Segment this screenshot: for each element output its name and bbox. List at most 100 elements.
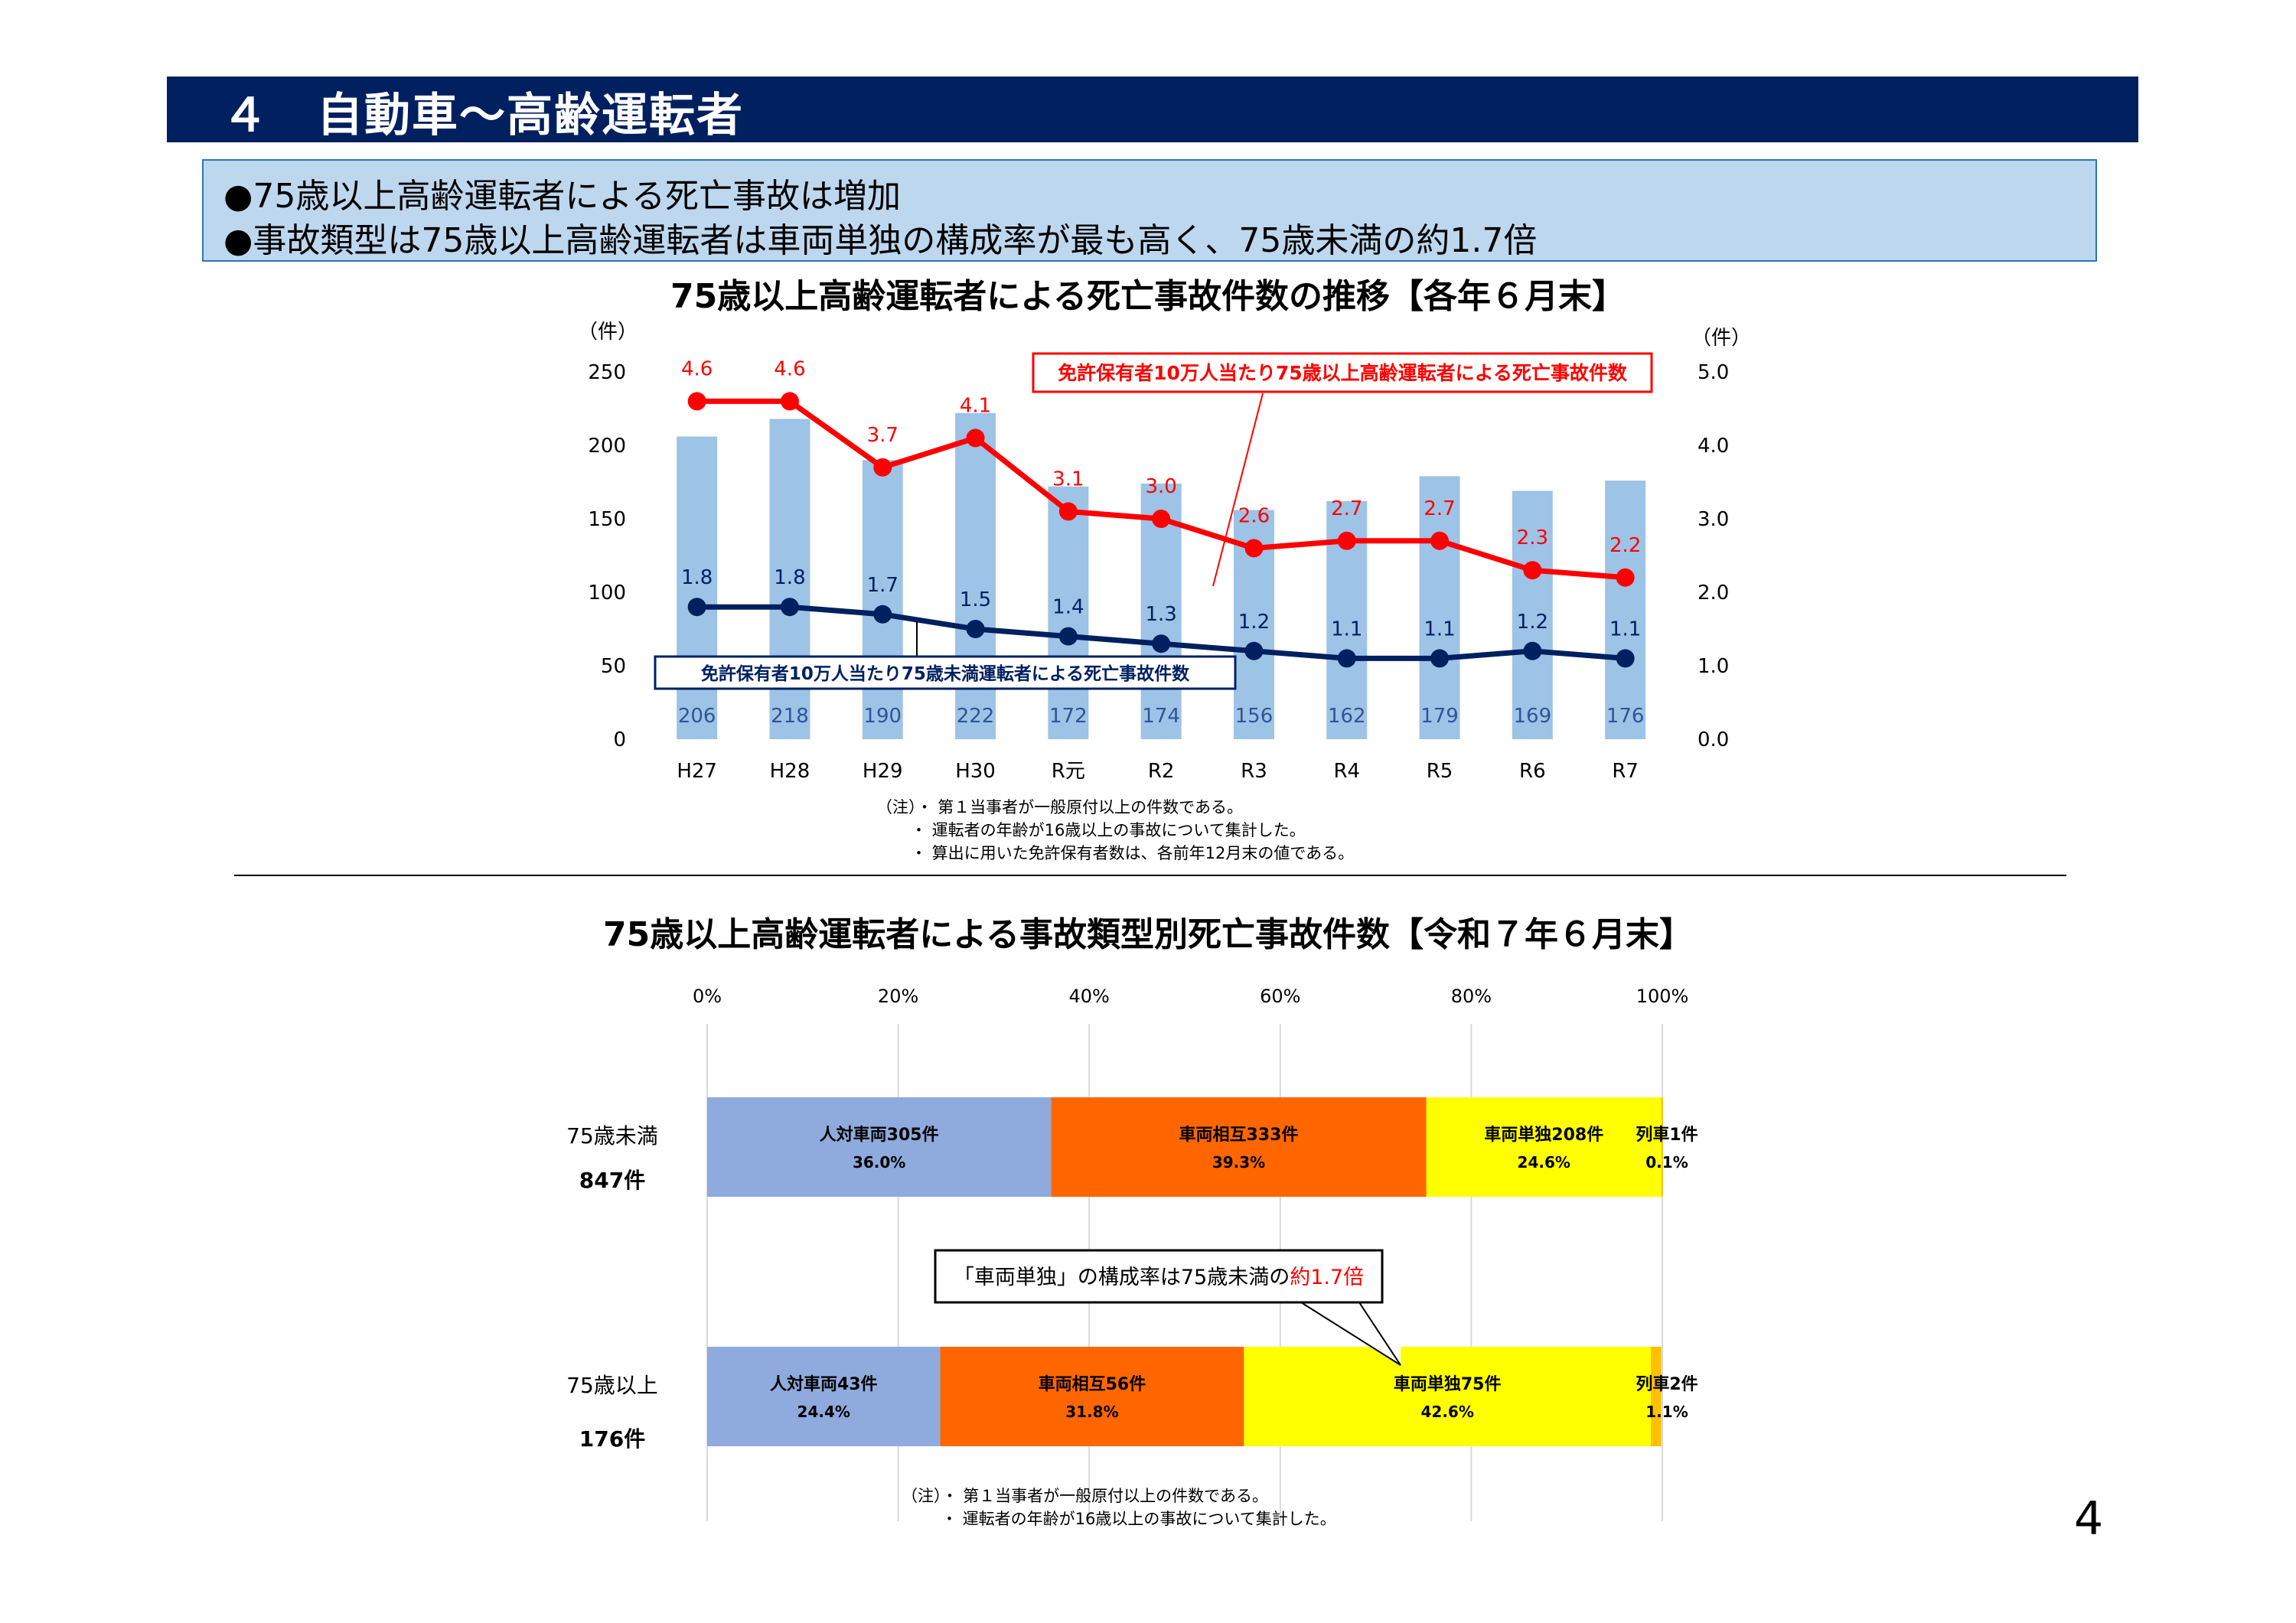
segment-count-label: 車両相互56件 — [1039, 1375, 1146, 1394]
bar-segment — [1426, 1097, 1662, 1197]
chart2-x-axis: 0% 20% 40% 60% 80% 100% — [693, 986, 1688, 1007]
y2-tick-label: 4.0 — [1698, 435, 1729, 458]
bar-segment — [707, 1097, 1052, 1197]
y2-tick-label: 2.0 — [1698, 582, 1729, 605]
line-value-label: 3.1 — [1052, 468, 1084, 490]
x-tick-label: H29 — [863, 760, 903, 783]
navy-legend-box — [654, 655, 1237, 690]
row-total: 847件 — [579, 1168, 645, 1193]
y-tick-label: 50 — [601, 655, 626, 678]
line-point — [1058, 502, 1078, 521]
red-legend-leader — [1212, 393, 1264, 587]
navy-legend-label: 免許保有者10万人当たり75歳未満運転者による死亡事故件数 — [701, 663, 1190, 684]
line-point — [1152, 510, 1171, 528]
x-tick-label: 40% — [1069, 986, 1110, 1007]
bar-segment — [1051, 1097, 1427, 1197]
line-value-label: 1.7 — [867, 574, 899, 597]
line-point — [1337, 531, 1356, 550]
bar-value-label: 222 — [957, 705, 995, 728]
line-point — [873, 605, 892, 624]
segment-count-label: 人対車両43件 — [770, 1375, 878, 1394]
y2-tick-label: 0.0 — [1698, 728, 1729, 751]
chart1-note-2: ・ 運転者の年齢が16歳以上の事故について集計した。 — [911, 821, 1306, 839]
bar — [1605, 481, 1646, 739]
line-point — [1523, 561, 1542, 580]
segment-pct-label: 42.6% — [1421, 1403, 1474, 1421]
line-point — [780, 392, 799, 411]
segment-pct-label: 36.0% — [853, 1153, 905, 1172]
line-value-label: 2.7 — [1331, 497, 1362, 520]
line-value-label: 1.1 — [1331, 618, 1362, 640]
line-value-label: 1.4 — [1052, 596, 1084, 619]
bar-segment — [1651, 1347, 1662, 1446]
line-point — [1616, 568, 1635, 587]
line-value-label: 1.3 — [1145, 603, 1176, 626]
line-point — [966, 429, 985, 448]
y2-tick-label: 3.0 — [1698, 508, 1729, 531]
callout-pointer — [1300, 1302, 1401, 1366]
bar-value-label: 156 — [1235, 705, 1274, 728]
line-value-label: 2.3 — [1517, 526, 1548, 549]
bar-value-label: 172 — [1049, 705, 1088, 728]
callout-box — [934, 1249, 1384, 1304]
x-tick-label: H28 — [770, 760, 810, 783]
line-value-label: 4.1 — [960, 394, 991, 417]
chart1-note-1: （注）・ 第１当事者が一般原付以上の件数である。 — [876, 798, 1243, 816]
summary-line-1: ●75歳以上高齢運転者による死亡事故は増加 — [223, 177, 902, 216]
bar-segment — [707, 1347, 941, 1446]
x-tick-label: R元 — [1052, 760, 1085, 783]
chart1-left-axis: 0 50 100 150 200 250 — [588, 361, 626, 751]
line-point — [1058, 627, 1078, 646]
red-legend-label: 免許保有者10万人当たり75歳以上高齢運転者による死亡事故件数 — [1058, 362, 1628, 384]
y-tick-label: 150 — [588, 508, 626, 531]
segment-pct-label: 39.3% — [1212, 1153, 1265, 1172]
page-title: ４ 自動車～高齢運転者 — [222, 89, 744, 142]
x-tick-label: R4 — [1333, 760, 1360, 783]
x-tick-label: R3 — [1241, 760, 1267, 783]
y2-tick-label: 1.0 — [1698, 655, 1729, 678]
line-point — [1244, 641, 1264, 660]
line-point — [1523, 641, 1542, 660]
callout-text-main: 「車両単独」の構成率は75歳未満の — [954, 1266, 1290, 1289]
segment-pct-label: 0.1% — [1645, 1153, 1688, 1172]
segment-count-label: 列車2件 — [1636, 1375, 1698, 1394]
line-value-label: 1.2 — [1517, 611, 1548, 634]
line-value-label: 1.8 — [681, 566, 713, 589]
x-tick-label: R6 — [1519, 760, 1546, 783]
line-point — [1430, 649, 1450, 668]
x-tick-label: 0% — [693, 986, 722, 1007]
segment-count-label: 車両単独208件 — [1484, 1125, 1603, 1145]
x-tick-label: R5 — [1427, 760, 1453, 783]
line-value-label: 1.8 — [774, 566, 805, 589]
page-number: 4 — [2074, 1492, 2104, 1546]
bar-value-label: 169 — [1514, 705, 1552, 728]
bar — [1512, 490, 1553, 739]
chart2-note-2: ・ 運転者の年齢が16歳以上の事故について集計した。 — [941, 1510, 1336, 1528]
summary-box — [202, 159, 2097, 262]
bar-value-label: 190 — [863, 705, 902, 728]
callout-text-highlight: 約1.7倍 — [1290, 1266, 1364, 1289]
y-tick-label: 250 — [588, 361, 626, 384]
row-total: 176件 — [579, 1426, 645, 1452]
chart1-x-axis: H27 H28 H29 H30 R元 R2 R3 R4 R5 R6 R7 — [677, 760, 1639, 783]
x-tick-label: H27 — [677, 760, 717, 783]
red-legend-box — [1032, 352, 1653, 393]
line-point — [1244, 539, 1264, 558]
bar-segment — [1244, 1347, 1652, 1446]
bar-value-label: 174 — [1142, 705, 1180, 728]
line-point — [873, 458, 892, 477]
line-value-label: 4.6 — [774, 357, 805, 380]
chart2-bars: 75歳未満 847件 人対車両305件 36.0% 車両相互333件 39.3% 車両単独2… — [566, 1097, 1698, 1452]
bar — [862, 460, 903, 739]
y-tick-label: 200 — [588, 435, 626, 458]
segment-count-label: 人対車両305件 — [820, 1126, 939, 1145]
line-value-label: 2.2 — [1609, 534, 1641, 557]
x-tick-label: H30 — [955, 760, 996, 783]
line-value-label: 1.1 — [1609, 618, 1641, 640]
line-point — [687, 598, 706, 617]
bar-value-label: 218 — [771, 705, 809, 728]
bar — [1048, 486, 1089, 739]
chart1-title: 75歳以上高齢運転者による死亡事故件数の推移【各年６月末】 — [670, 277, 1626, 316]
bar-segment — [940, 1347, 1244, 1446]
